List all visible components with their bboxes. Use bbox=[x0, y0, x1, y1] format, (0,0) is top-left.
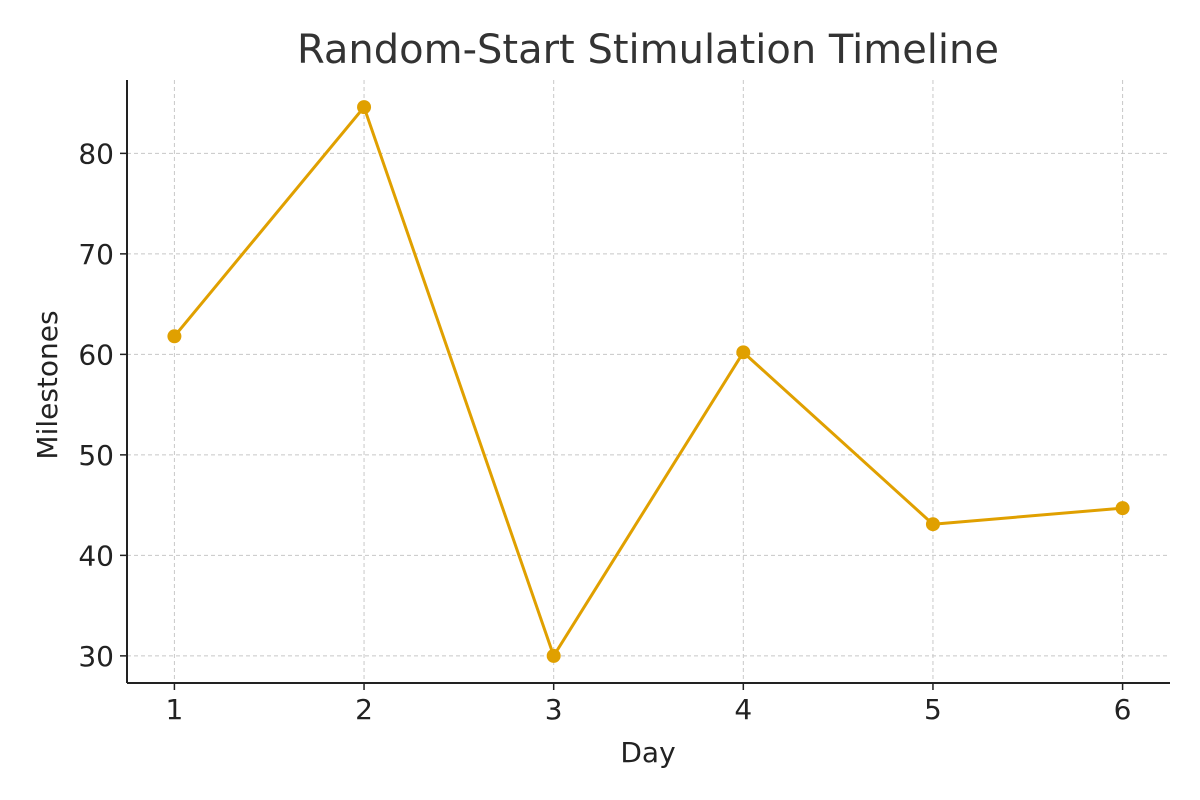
data-point bbox=[357, 100, 372, 115]
y-tick-label: 40 bbox=[78, 539, 114, 572]
y-tick-label: 50 bbox=[78, 439, 114, 472]
chart-title: Random-Start Stimulation Timeline bbox=[297, 27, 999, 73]
grid bbox=[127, 80, 1170, 683]
x-tick-label: 4 bbox=[734, 693, 752, 726]
x-tick-label: 3 bbox=[545, 693, 563, 726]
data-point bbox=[546, 648, 561, 663]
y-tick-label: 80 bbox=[78, 137, 114, 170]
data-point bbox=[167, 329, 182, 344]
y-axis-title: Milestones bbox=[31, 310, 64, 459]
x-axis-title: Day bbox=[620, 736, 675, 769]
y-tick-label: 60 bbox=[78, 338, 114, 371]
data-point bbox=[736, 345, 751, 360]
data-point bbox=[1115, 501, 1130, 516]
data-point bbox=[925, 517, 940, 532]
x-tick-label: 1 bbox=[165, 693, 183, 726]
x-tick-label: 6 bbox=[1114, 693, 1132, 726]
axes bbox=[126, 80, 1170, 684]
series-line bbox=[173, 105, 1123, 658]
series-layer bbox=[167, 100, 1130, 663]
y-tick-label: 70 bbox=[78, 238, 114, 271]
y-tick-label: 30 bbox=[78, 640, 114, 673]
ticks: 1 2 3 4 5 6 30 40 50 60 70 80 bbox=[78, 137, 1131, 726]
x-tick-label: 2 bbox=[355, 693, 373, 726]
x-tick-label: 5 bbox=[924, 693, 942, 726]
